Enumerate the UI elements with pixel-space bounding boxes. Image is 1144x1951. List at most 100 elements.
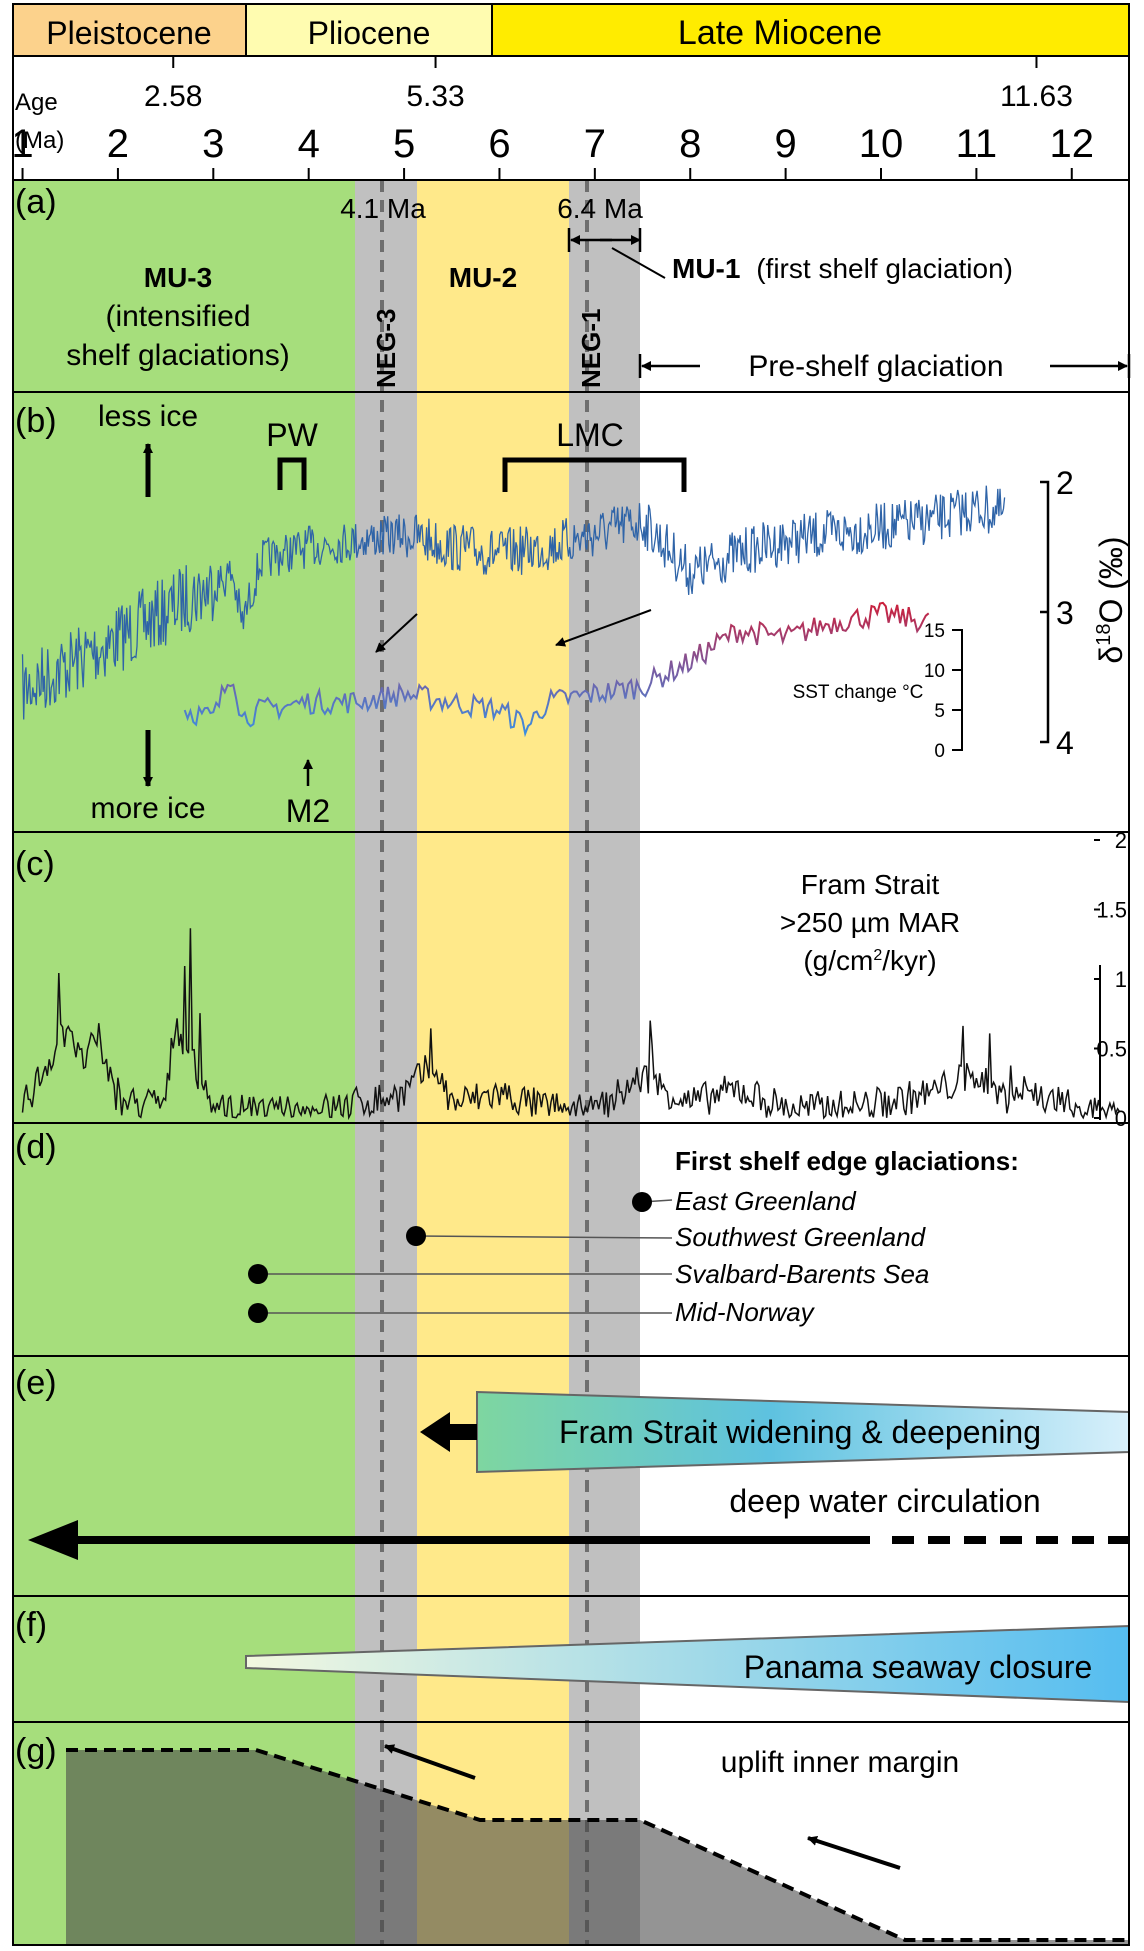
d18o-tick-label: 4 — [1056, 725, 1074, 761]
boundary-tick-label: 2.58 — [144, 80, 202, 113]
age-tick-label: 1 — [11, 122, 33, 166]
sst-line — [183, 601, 930, 738]
lmc-label: LMC — [556, 417, 624, 453]
sst-label: SST change °C — [793, 682, 924, 703]
uplift-arrow-left — [384, 1744, 476, 1780]
panel-borders — [12, 179, 1130, 1946]
age-axis-label: Age — [15, 89, 58, 116]
panel-a: (a) MU-3 (intensified shelf glaciations)… — [15, 183, 1131, 388]
mu3-line1: (intensified — [105, 300, 250, 333]
age-tick-label: 11 — [956, 122, 998, 166]
age-6-4-label: 6.4 Ma — [557, 193, 643, 224]
sst-tick-label: 5 — [934, 701, 945, 722]
d18o-axis: 2 3 4 — [1040, 465, 1074, 761]
d18o-axis-label: δ18O (‰) — [1093, 536, 1129, 663]
uplift-arrow-right — [807, 1836, 901, 1870]
mar-series — [21, 928, 1121, 1121]
uplift-dashed-outline — [66, 1748, 1129, 1942]
site-svalbard-barents: Svalbard-Barents Sea — [248, 1259, 929, 1289]
epoch-bar: Pleistocene Pliocene Late Miocene — [12, 3, 1130, 57]
preshelf-label: Pre-shelf glaciation — [748, 350, 1003, 383]
uplift-area — [66, 1750, 1129, 1945]
neg3-label: NEG-3 — [371, 309, 401, 388]
age-tick-label: 4 — [298, 122, 320, 166]
mu3-title: MU-3 — [144, 262, 212, 293]
mar-tick-label: 1 — [1115, 967, 1127, 992]
fram-widening-label: Fram Strait widening & deepening — [559, 1414, 1041, 1450]
site-dot — [632, 1192, 652, 1212]
site-dot — [406, 1226, 426, 1246]
uplift-label: uplift inner margin — [721, 1746, 959, 1779]
age-tick-label: 12 — [1050, 122, 1095, 166]
mar-tick-label: 1.5 — [1096, 898, 1127, 923]
age-tick-label: 8 — [679, 122, 701, 166]
d18o-tick-label: 2 — [1056, 465, 1074, 501]
fram-widening-arrow — [420, 1412, 477, 1452]
site-name: Svalbard-Barents Sea — [675, 1259, 929, 1289]
age-ticks: 1 2 3 4 5 6 7 8 9 10 11 12 — [11, 122, 1094, 180]
panel-a-letter: (a) — [15, 183, 57, 221]
sst-tick-label: 10 — [924, 661, 945, 682]
mar-tick-label: 2 — [1115, 828, 1127, 853]
sst-series — [183, 601, 930, 738]
panel-d: (d) First shelf edge glaciations: East G… — [15, 1128, 1019, 1327]
fram-mar-title-3: (g/cm2/kyr) — [803, 945, 936, 976]
d18o-line — [21, 485, 1006, 720]
pw-label: PW — [266, 417, 318, 453]
age-axis: Age (Ma) 1 2 3 4 5 6 7 8 9 10 11 12 2.58 5.33 11.63 — [11, 55, 1130, 181]
epoch-label-pleistocene: Pleistocene — [46, 15, 211, 51]
epoch-late-miocene — [491, 3, 1130, 57]
panel-g-letter: (g) — [15, 1732, 57, 1770]
sst-tick-label: 15 — [924, 621, 945, 642]
site-mid-norway: Mid-Norway — [248, 1297, 816, 1327]
boundary-tick-label: 5.33 — [406, 80, 464, 113]
epoch-label-late-miocene: Late Miocene — [678, 14, 882, 52]
site-southwest-greenland: Southwest Greenland — [406, 1222, 927, 1252]
panel-d-letter: (d) — [15, 1128, 57, 1166]
age-tick-label: 2 — [107, 122, 129, 166]
panel-c-letter: (c) — [15, 845, 55, 883]
mu2-title: MU-2 — [449, 262, 517, 293]
m2-label: M2 — [286, 793, 330, 829]
panel-c: (c) Fram Strait >250 µm MAR (g/cm2/kyr) … — [15, 828, 1127, 1131]
fram-mar-title-1: Fram Strait — [801, 869, 940, 900]
mar-tick-label: 0 — [1115, 1106, 1127, 1131]
mu3-line2: shelf glaciations) — [66, 339, 289, 372]
panel-b: (b) less ice more ice PW LMC M2 2 3 4 δ18O… — [15, 400, 1129, 829]
sst-axis: 0 5 10 15 — [924, 621, 963, 762]
age-tick-label: 9 — [774, 122, 796, 166]
age-tick-label: 7 — [584, 122, 606, 166]
arrow-lmc-to-sst — [555, 609, 652, 647]
epoch-boundary-ticks: 2.58 5.33 11.63 — [144, 56, 1073, 113]
shelf-edge-heading: First shelf edge glaciations: — [675, 1146, 1019, 1176]
pw-bracket — [277, 457, 307, 490]
arrow-neg3-to-sst — [375, 613, 418, 653]
age-axis-unit: (Ma) — [15, 127, 64, 154]
deep-water-arrowhead — [28, 1520, 78, 1560]
panama-label: Panama seaway closure — [744, 1649, 1093, 1685]
panel-g-uplift: uplift inner margin — [66, 1744, 1129, 1945]
epoch-pleistocene — [12, 3, 247, 57]
age-tick-label: 3 — [202, 122, 224, 166]
site-dot — [248, 1303, 268, 1323]
site-name: Mid-Norway — [675, 1297, 816, 1327]
site-dot — [248, 1264, 268, 1284]
age-tick-label: 10 — [859, 122, 904, 166]
site-east-greenland: East Greenland — [632, 1186, 857, 1216]
site-name: Southwest Greenland — [675, 1222, 927, 1252]
zone-neg3 — [355, 180, 417, 1945]
panel-f-letter: (f) — [15, 1606, 47, 1644]
epoch-pliocene — [245, 3, 493, 57]
panel-e-letter: (e) — [15, 1364, 57, 1402]
less-ice-label: less ice — [98, 400, 198, 433]
mar-line — [21, 928, 1121, 1121]
panel-f: (f) Panama seaway closure — [15, 1606, 1130, 1704]
age-tick-label: 6 — [488, 122, 510, 166]
sst-tick-label: 0 — [934, 741, 945, 762]
site-name: East Greenland — [675, 1186, 857, 1216]
d18o-series — [21, 485, 1006, 720]
mu1-label: MU-1 (first shelf glaciation) — [672, 253, 1013, 284]
mu1-leader — [611, 247, 666, 279]
age-4-1-label: 4.1 Ma — [340, 193, 426, 224]
